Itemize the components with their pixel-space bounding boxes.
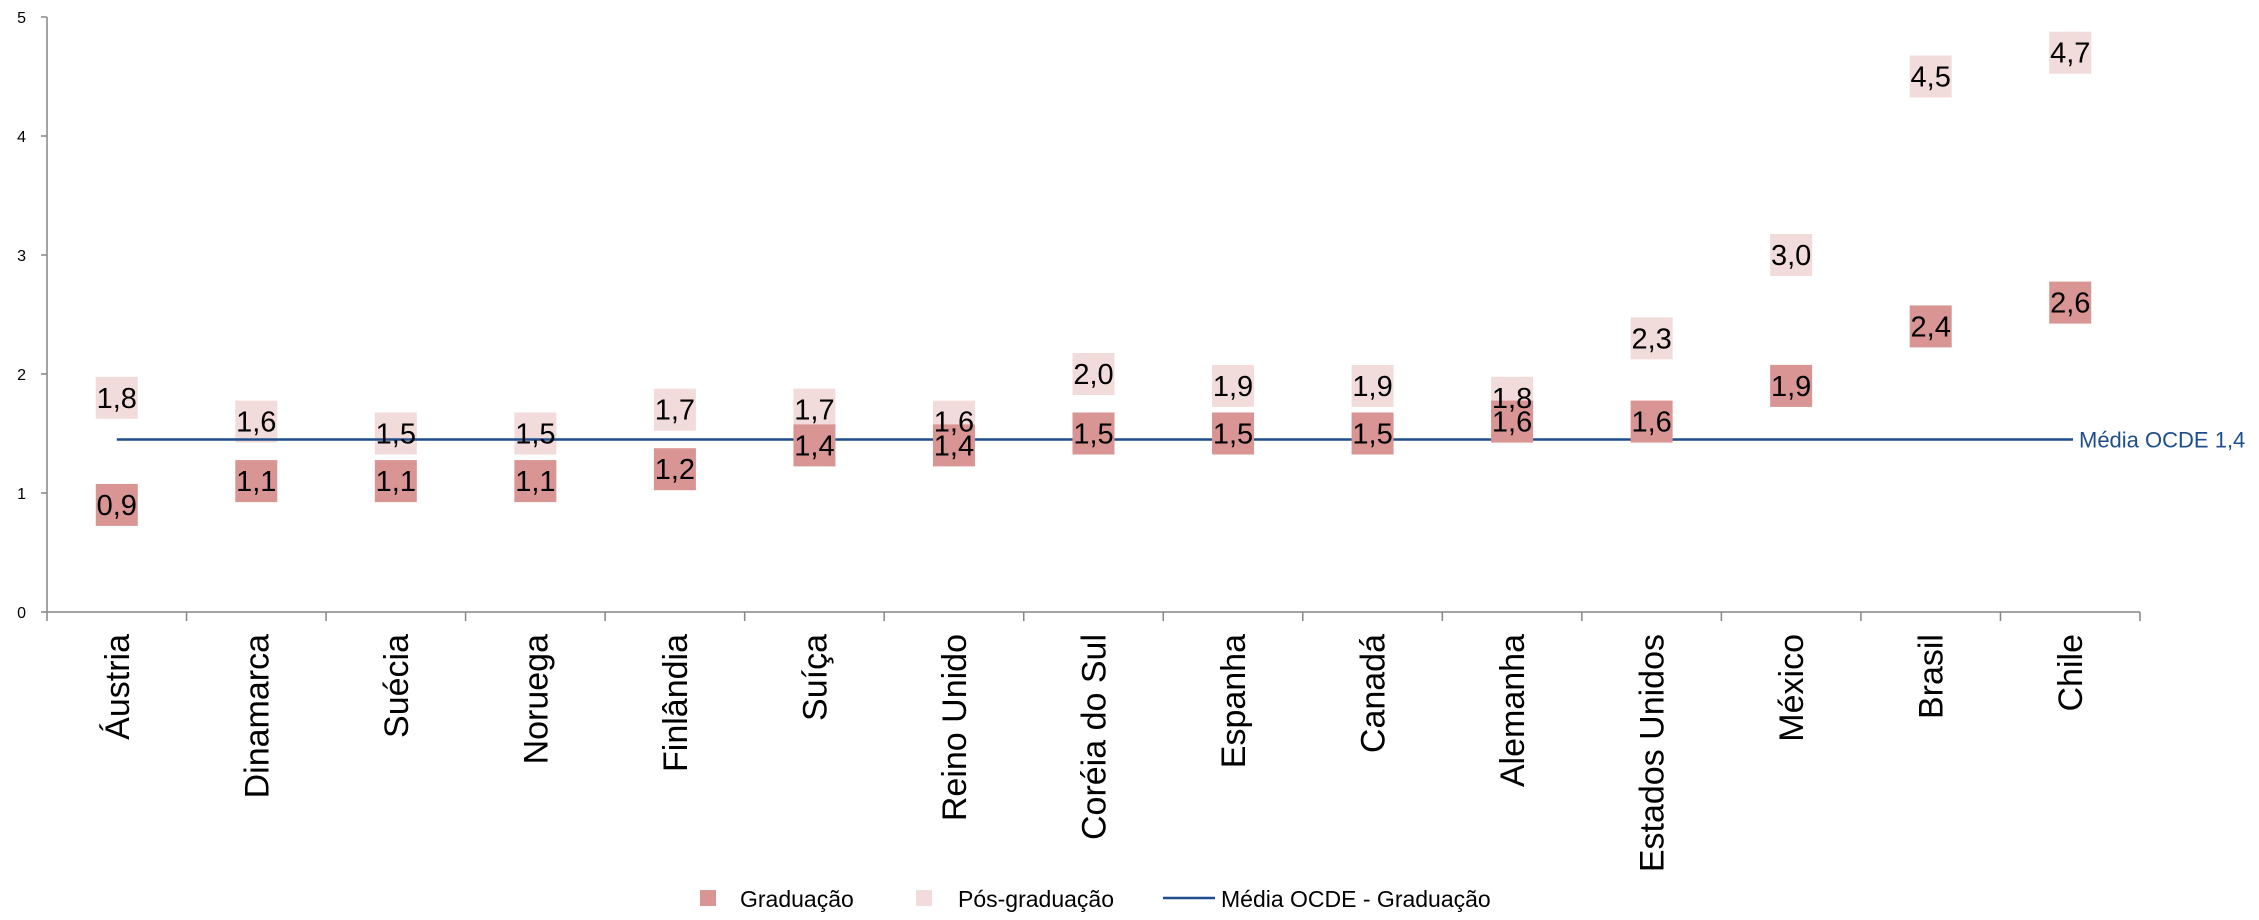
graduacao-point [793,424,836,467]
pos-graduacao-data-label: 4,5 [1911,62,1951,94]
pos-graduacao-data-label: 1,8 [97,383,137,415]
media-ocde-label: Média OCDE 1,4 [2079,427,2245,452]
pos-graduacao-data-label: 1,8 [1492,383,1532,415]
x-tick-label: Canadá [1355,634,1393,753]
pos-graduacao-data-label: 1,5 [376,419,416,451]
graduacao-point [1072,412,1115,455]
graduacao-point [1630,400,1673,443]
graduacao-point [374,460,417,503]
pos-graduacao-point [1770,234,1813,276]
pos-graduacao-point [1630,317,1673,360]
y-tick-label: 0 [17,605,26,622]
graduacao-data-label: 1,4 [934,430,974,462]
graduacao-data-label: 1,1 [515,466,555,498]
graduacao-data-label: 1,5 [1073,419,1113,451]
graduacao-point [514,460,557,503]
pos-graduacao-data-label: 1,5 [515,419,555,451]
pos-graduacao-data-label: 1,9 [1213,371,1253,403]
pos-graduacao-data-label: 4,7 [2050,38,2090,70]
x-tick-label: Noruega [517,634,555,765]
graduacao-point [95,483,138,526]
pos-graduacao-point [1909,55,1952,98]
pos-graduacao-data-label: 1,7 [794,395,834,427]
x-tick-label: Coréia do Sul [1076,634,1114,840]
y-tick-label: 1 [17,486,26,503]
pos-graduacao-data-label: 1,9 [1352,371,1392,403]
pos-graduacao-data-label: 1,6 [934,407,974,439]
y-tick-label: 3 [17,248,26,265]
graduacao-data-label: 1,1 [236,466,276,498]
x-tick-label: Chile [2052,634,2090,711]
x-tick-label: Suécia [378,634,416,738]
pos-graduacao-point [793,388,836,431]
graduacao-data-label: 1,5 [1352,419,1392,451]
graduacao-data-label: 1,2 [655,454,695,486]
x-tick-label: México [1773,634,1811,742]
graduacao-point [2049,281,2092,324]
graduacao-point [653,448,696,491]
graduacao-data-label: 1,5 [1213,419,1253,451]
x-tick-label: Suíça [796,634,834,721]
legend-pos-graduacao-swatch [916,890,932,906]
y-tick-label: 5 [17,10,26,27]
x-tick-label: Reino Unido [936,634,974,821]
legend-pos-graduacao-label: Pós-graduação [958,886,1114,912]
x-tick-label: Estados Unidos [1634,634,1672,872]
y-tick-label: 4 [17,129,26,146]
graduacao-data-label: 1,9 [1771,371,1811,403]
pos-graduacao-data-label: 2,3 [1631,323,1671,355]
pos-graduacao-point [95,376,138,419]
y-tick-label: 2 [17,367,26,384]
pos-graduacao-point [235,400,278,443]
pos-graduacao-point [514,412,557,455]
graduacao-data-label: 0,9 [97,490,137,522]
graduacao-point [235,460,278,503]
graduacao-data-label: 1,1 [376,466,416,498]
graduacao-point [1212,412,1255,455]
x-tick-label: Áustria [99,634,137,740]
graduacao-point [1909,305,1952,348]
pos-graduacao-point [1072,353,1115,395]
legend-media-ocde-label: Média OCDE - Graduação [1221,886,1491,912]
legend-graduacao-swatch [700,890,716,906]
pos-graduacao-data-label: 1,7 [655,395,695,427]
x-tick-label: Espanha [1215,634,1253,768]
graduacao-data-label: 2,6 [2050,288,2090,320]
pos-graduacao-point [374,412,417,455]
legend-graduacao-label: Graduação [740,886,854,912]
graduacao-point [1491,400,1534,443]
graduacao-point [1351,412,1394,455]
graduacao-data-label: 2,4 [1911,311,1951,343]
x-tick-label: Finlândia [657,634,695,772]
pos-graduacao-point [1351,364,1394,407]
pos-graduacao-point [2049,31,2092,74]
x-tick-label: Alemanha [1494,634,1532,787]
pos-graduacao-data-label: 1,6 [236,407,276,439]
x-tick-label: Dinamarca [238,634,276,798]
graduacao-point [932,424,975,467]
graduacao-data-label: 1,6 [1631,407,1671,439]
x-tick-label: Brasil [1913,634,1951,719]
pos-graduacao-data-label: 2,0 [1073,359,1113,391]
graduacao-data-label: 1,4 [794,430,834,462]
graduacao-data-label: 1,6 [1492,407,1532,439]
graduacao-point [1770,364,1813,407]
pos-graduacao-point [1212,364,1255,407]
pos-graduacao-data-label: 3,0 [1771,240,1811,272]
pos-graduacao-point [653,388,696,431]
